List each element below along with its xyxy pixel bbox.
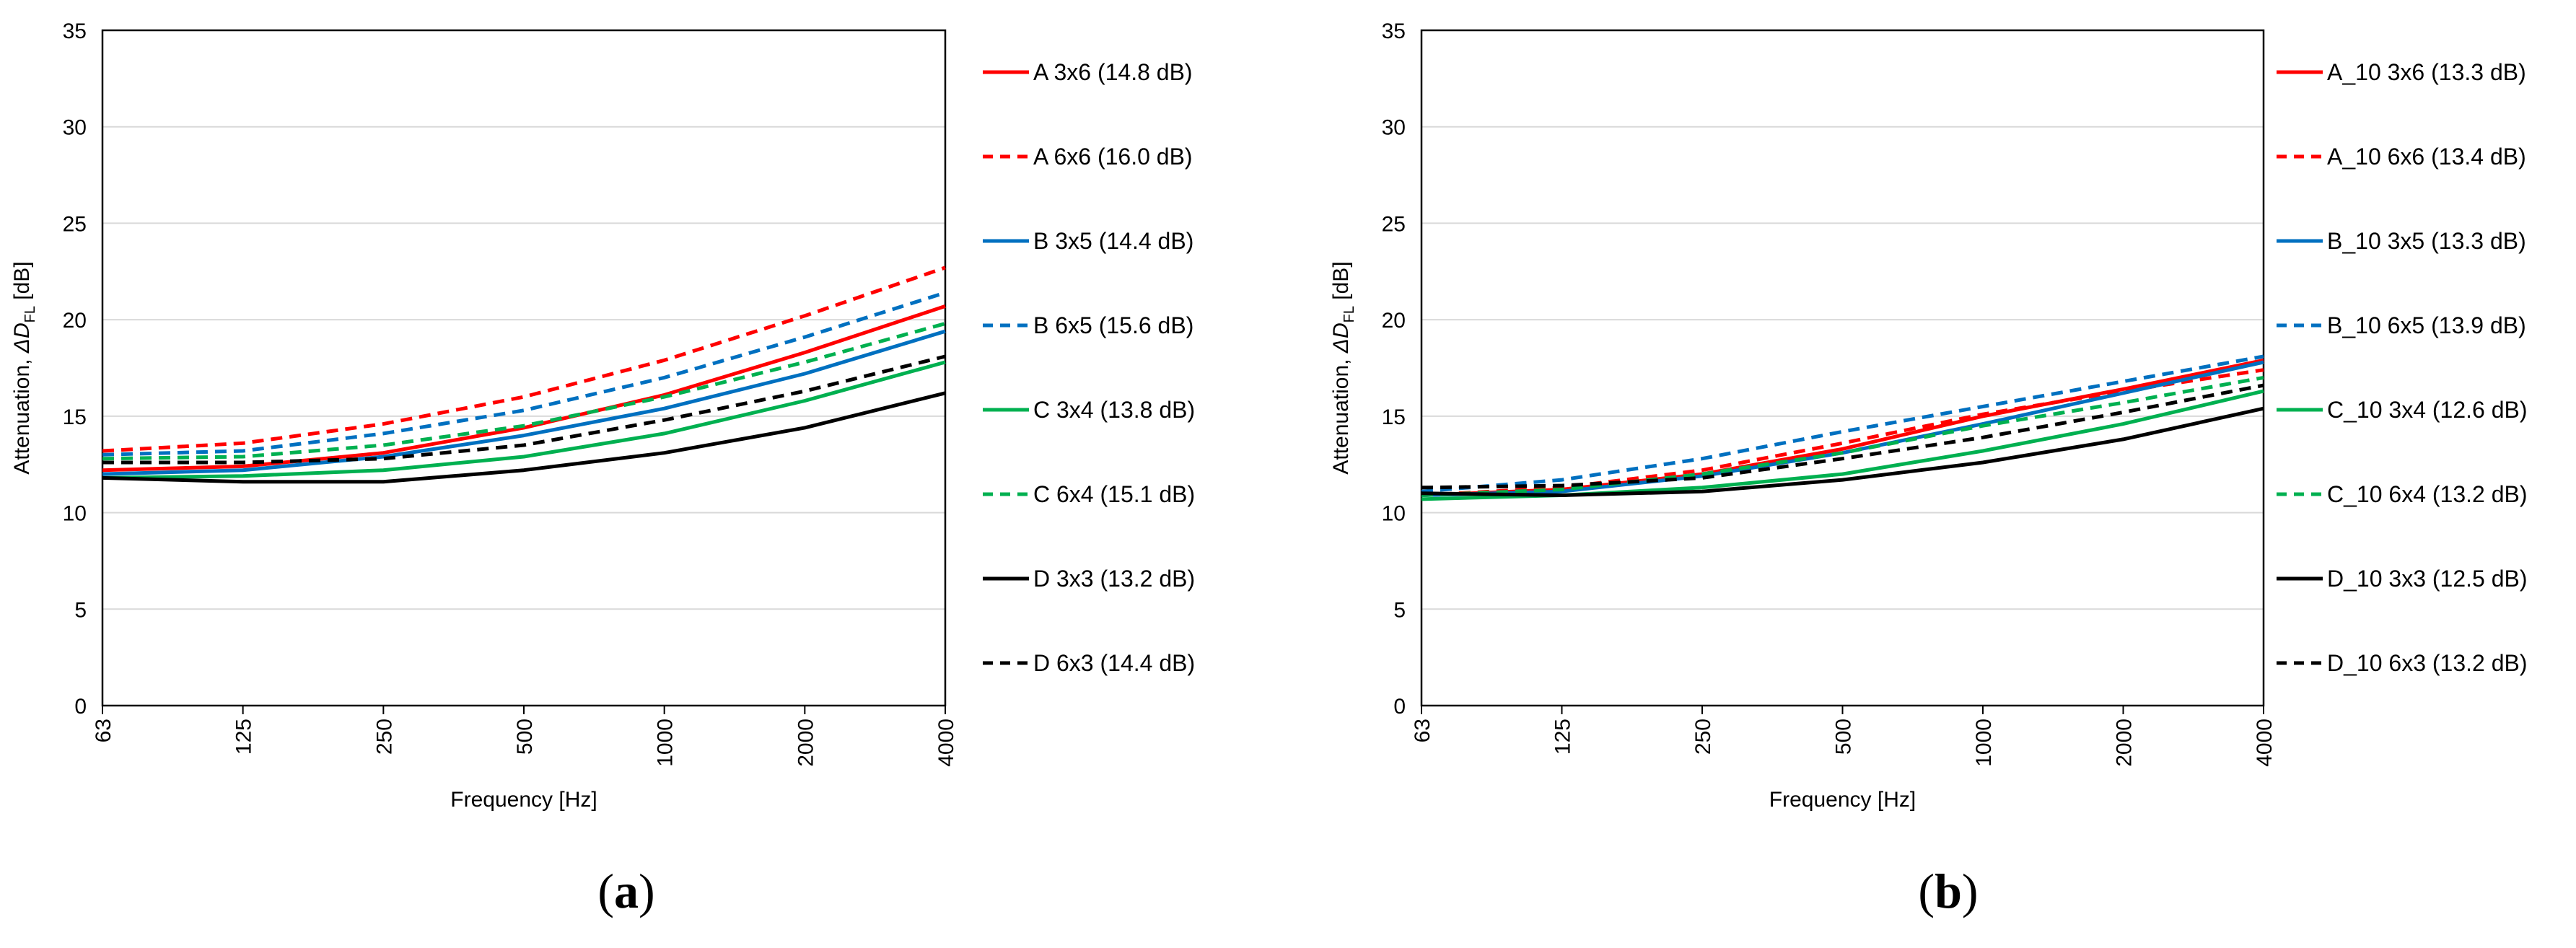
series-line: [102, 354, 946, 465]
y-axis-label-delta: ΔD: [10, 322, 34, 354]
legend-label: B_10 6x5 (13.9 dB): [2327, 312, 2526, 338]
series-line: [102, 322, 946, 461]
x-tick-label: 4000: [2253, 719, 2277, 767]
series-line: [102, 391, 946, 484]
x-axis-label: Frequency [Hz]: [1769, 788, 1916, 812]
x-tick-label: 2000: [794, 719, 818, 767]
series-line: [1421, 375, 2264, 497]
x-tick-label: 125: [232, 719, 256, 755]
plot-area: [1420, 29, 2265, 707]
x-tick-label: 125: [1551, 719, 1575, 755]
caption-letter: b: [1935, 864, 1962, 918]
y-tick-label: 20: [1382, 309, 1406, 333]
series-line: [102, 329, 946, 476]
legend-label: A 3x6 (14.8 dB): [1033, 59, 1193, 85]
x-tick-label: 500: [513, 719, 537, 755]
legend-label: D 6x3 (14.4 dB): [1033, 650, 1195, 676]
y-axis-label-unit: [dB]: [1329, 261, 1353, 306]
series-line: [102, 291, 946, 457]
y-axis-label-sub: FL: [22, 306, 38, 322]
series-line: [1421, 383, 2264, 490]
series-line: [102, 265, 946, 453]
series-line: [102, 304, 946, 473]
legend-label: C 3x4 (13.8 dB): [1033, 397, 1195, 423]
y-tick-label: 20: [63, 309, 87, 333]
y-tick-label: 0: [74, 695, 87, 719]
y-tick-label: 5: [74, 598, 87, 622]
x-tick-label: 250: [372, 719, 396, 755]
x-tick-label: 1000: [1972, 719, 1996, 767]
legend-label: D_10 3x3 (12.5 dB): [2327, 566, 2528, 592]
y-axis-label-unit: [dB]: [10, 261, 34, 306]
y-tick-label: 30: [63, 116, 87, 140]
y-axis-label-main: Attenuation,: [1329, 353, 1353, 474]
caption-close: ): [639, 864, 655, 918]
y-tick-label: 30: [1382, 116, 1406, 140]
y-axis-label-delta: ΔD: [1329, 322, 1353, 354]
legend-label: B 6x5 (15.6 dB): [1033, 312, 1193, 338]
chart-b: 0 5 10 15 20 25 30 35 63 125 250 500 1000 2000 4000 Fre…: [1329, 19, 2528, 918]
series-line: [1421, 354, 2264, 493]
y-axis-label: Attenuation, ΔDFL [dB]: [1329, 261, 1357, 474]
series-line: [1421, 389, 2264, 501]
x-axis-label: Frequency [Hz]: [450, 788, 597, 812]
legend-label: A_10 6x6 (13.4 dB): [2327, 144, 2526, 170]
y-tick-label: 25: [63, 212, 87, 236]
x-tick-label: 500: [1832, 719, 1856, 755]
series-line: [1421, 406, 2264, 497]
y-tick-label: 10: [1382, 502, 1406, 526]
caption-open: (: [1918, 864, 1935, 918]
x-tick-label: 250: [1691, 719, 1715, 755]
legend-label: A 6x6 (16.0 dB): [1033, 144, 1193, 170]
legend-label: D 3x3 (13.2 dB): [1033, 566, 1195, 592]
y-tick-label: 15: [63, 405, 87, 429]
legend-label: D_10 6x3 (13.2 dB): [2327, 650, 2528, 676]
caption-letter: a: [614, 864, 639, 918]
x-tick-label: 2000: [2113, 719, 2137, 767]
y-axis-label-sub: FL: [1341, 306, 1357, 322]
x-tick-label: 1000: [654, 719, 678, 767]
y-axis-label-main: Attenuation,: [10, 353, 34, 474]
series-line: [1421, 368, 2264, 497]
x-tick-label: 4000: [934, 719, 958, 767]
x-tick-label: 63: [1411, 719, 1434, 742]
legend-label: C_10 6x4 (13.2 dB): [2327, 481, 2528, 507]
legend-label: B 3x5 (14.4 dB): [1033, 228, 1193, 254]
legend-label: C 6x4 (15.1 dB): [1033, 481, 1195, 507]
legend-label: C_10 3x4 (12.6 dB): [2327, 397, 2528, 423]
y-tick-label: 25: [1382, 212, 1406, 236]
y-tick-label: 5: [1393, 598, 1406, 622]
x-tick-label: 63: [92, 719, 115, 742]
legend-label: B_10 3x5 (13.3 dB): [2327, 228, 2526, 254]
legend-label: A_10 3x6 (13.3 dB): [2327, 59, 2526, 85]
y-axis-label: Attenuation, ΔDFL [dB]: [10, 261, 38, 474]
caption-open: (: [597, 864, 614, 918]
y-tick-label: 10: [63, 502, 87, 526]
panel-caption: (a): [597, 864, 654, 918]
y-tick-label: 0: [1393, 695, 1406, 719]
chart-a: 0 5 10 15 20 25 30 35 63 125 250 500 1000 2000 4000 Fre…: [10, 19, 1195, 918]
panel-caption: (b): [1918, 864, 1978, 918]
caption-close: ): [1962, 864, 1979, 918]
y-tick-label: 15: [1382, 405, 1406, 429]
y-tick-label: 35: [1382, 19, 1406, 43]
series-line: [102, 360, 946, 480]
y-tick-label: 35: [63, 19, 87, 43]
